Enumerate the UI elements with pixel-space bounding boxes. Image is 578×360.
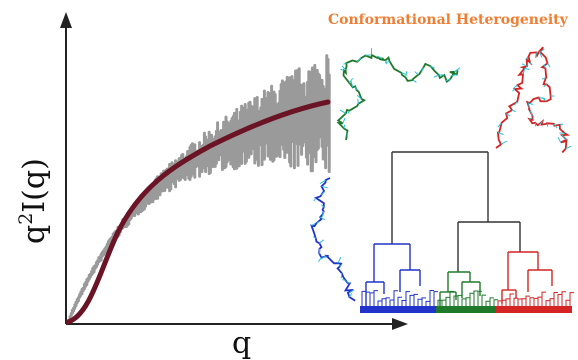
- y-axis-label-base: q: [17, 225, 52, 244]
- y-axis-label: q2I(q): [15, 158, 52, 244]
- conformer-green-structure: [336, 48, 461, 141]
- cluster-bar-green: [436, 306, 496, 313]
- cluster-bar-blue: [360, 306, 436, 313]
- cluster-bar-red: [496, 306, 572, 313]
- noisy-scattering-data: [68, 54, 331, 321]
- x-axis-label: q: [232, 326, 251, 360]
- conformer-red-structure: [495, 46, 572, 154]
- x-axis-arrowhead: [392, 318, 408, 330]
- plot-axes: [65, 18, 402, 325]
- figure-title: Conformational Heterogeneity: [328, 12, 569, 28]
- dendrogram-leaves: [361, 290, 574, 306]
- conformer-blue-structure: [310, 177, 356, 302]
- dendrogram: [361, 151, 574, 306]
- dendrogram-cluster-green: [439, 271, 481, 306]
- dendrogram-trunk: [391, 151, 521, 272]
- fit-curve: [65, 99, 331, 325]
- y-axis-label-rest: I(q): [17, 158, 52, 212]
- y-axis-arrowhead: [60, 12, 72, 28]
- y-axis-label-exponent: 2: [15, 213, 37, 225]
- dendrogram-cluster-red: [501, 251, 553, 304]
